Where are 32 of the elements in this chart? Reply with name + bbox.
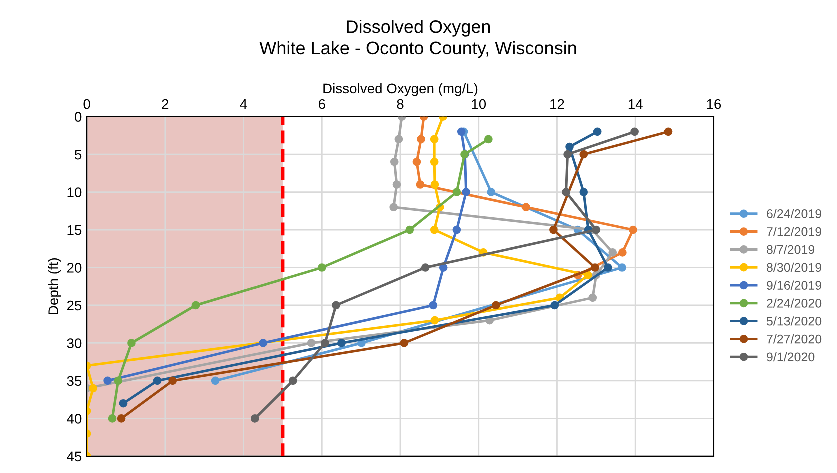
y-tick-label: 25 xyxy=(67,300,82,311)
y-axis-title: Depth (ft) xyxy=(48,258,62,314)
x-tick-label: 12 xyxy=(550,99,564,110)
y-tick-label: 40 xyxy=(67,414,82,424)
legend-label: 7/27/2020 xyxy=(767,334,822,344)
x-tick-label: 16 xyxy=(707,99,722,110)
x-tick-label: 4 xyxy=(240,100,248,110)
x-tick-label: 6 xyxy=(318,99,326,110)
legend-label: 5/13/2020 xyxy=(766,316,822,326)
y-tick-label: 35 xyxy=(67,376,82,386)
chart-subtitle: White Lake - Oconto County, Wisconsin xyxy=(260,41,576,58)
legend-label: 8/30/2019 xyxy=(767,262,822,272)
legend-label: 8/7/2019 xyxy=(767,245,815,254)
x-tick-label: 0 xyxy=(84,99,90,110)
y-tick-label: 45 xyxy=(67,452,82,462)
y-tick-label: 30 xyxy=(67,338,82,348)
y-tick-label: 10 xyxy=(68,188,82,198)
x-tick-label: 8 xyxy=(397,99,404,110)
chart-title: Dissolved Oxygen xyxy=(347,20,490,37)
x-tick-label: 14 xyxy=(628,100,643,110)
x-tick-label: 2 xyxy=(162,99,169,110)
legend-label: 9/16/2019 xyxy=(767,280,822,290)
y-tick-label: 20 xyxy=(67,263,82,273)
y-tick-label: 5 xyxy=(75,150,82,160)
y-tick-label: 0 xyxy=(75,112,82,122)
legend-label: 9/1/2020 xyxy=(767,352,815,362)
y-tick-label: 15 xyxy=(68,226,82,236)
legend-label: 6/24/2019 xyxy=(767,209,822,218)
legend-label: 7/12/2019 xyxy=(767,227,822,236)
x-tick-label: 10 xyxy=(472,99,486,110)
x-axis-title: Dissolved Oxygen (mg/L) xyxy=(324,83,478,96)
legend-label: 2/24/2020 xyxy=(767,298,822,308)
